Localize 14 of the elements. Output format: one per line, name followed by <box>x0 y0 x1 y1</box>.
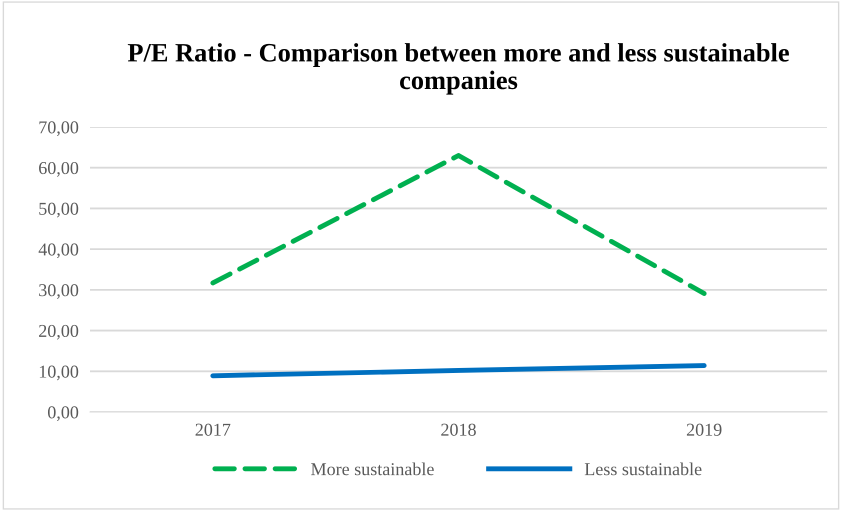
y-tick-label: 30,00 <box>39 284 78 299</box>
y-tick-label: 40,00 <box>38 243 78 258</box>
x-tick-label: 2017 <box>196 424 230 436</box>
x-tick-label: 2019 <box>686 424 722 436</box>
y-tick-label: 60,00 <box>39 162 78 177</box>
x-tick-label: 2018 <box>441 424 476 436</box>
legend-label: More sustainable <box>311 462 434 476</box>
y-tick-label: 0,00 <box>48 406 78 422</box>
y-tick-label: 10,00 <box>40 366 78 380</box>
chart-title: P/E Ratio - Comparison between more and less sustainable companies <box>128 43 789 95</box>
y-tick-label: 50,00 <box>39 202 78 218</box>
y-tick-label: 20,00 <box>39 324 78 340</box>
legend-label: Less sustainable <box>584 462 702 476</box>
y-tick-label: 70,00 <box>39 121 78 136</box>
